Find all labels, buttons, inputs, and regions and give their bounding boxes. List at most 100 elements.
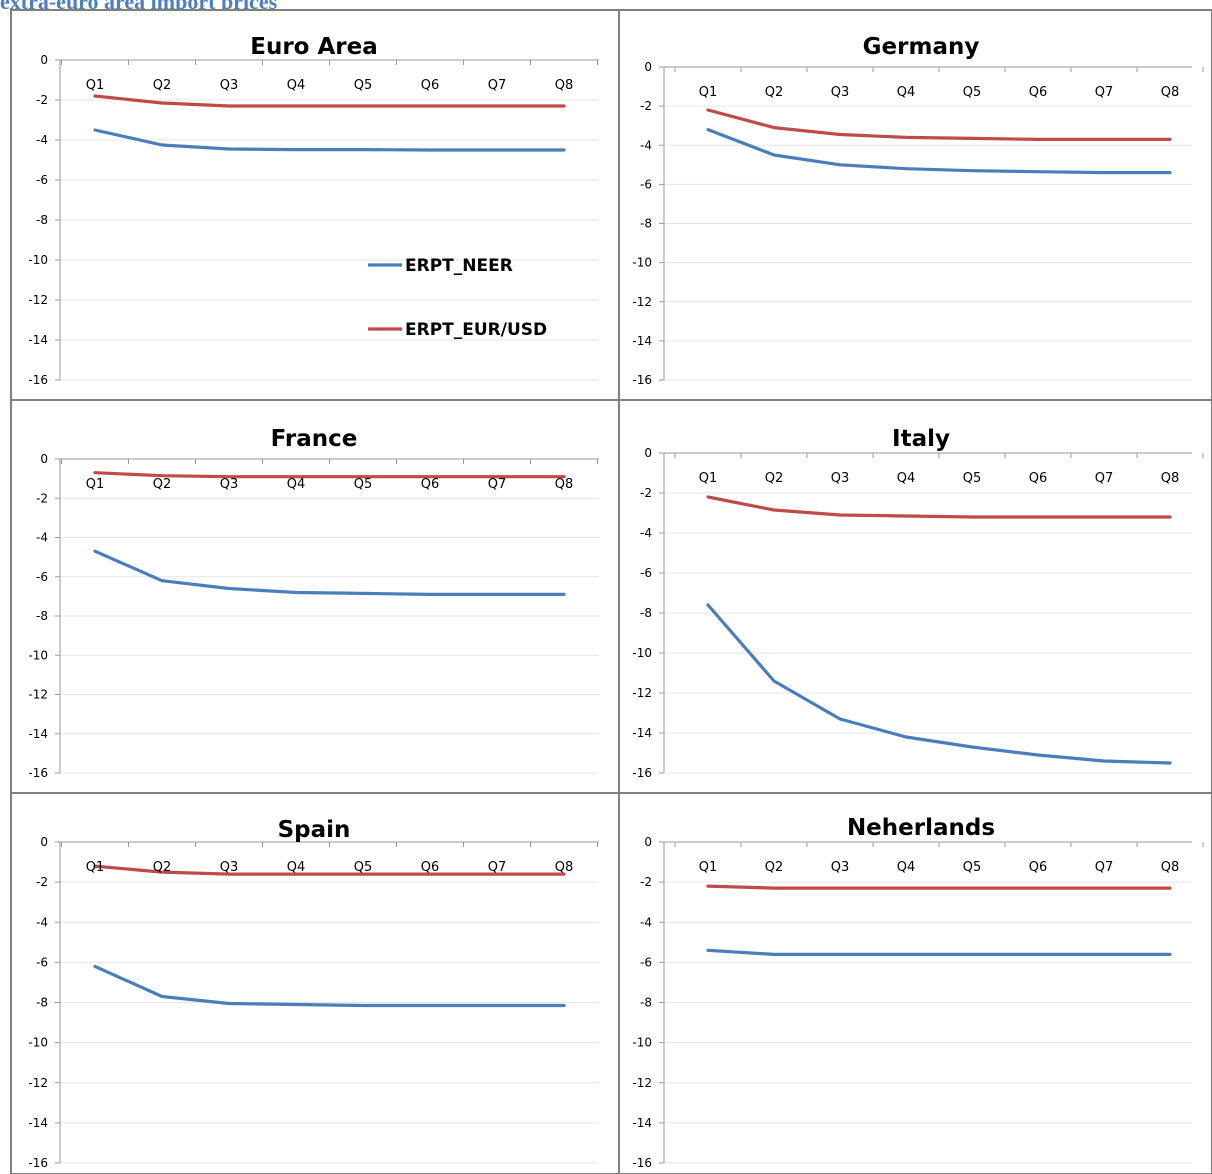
x-tick-label: Q3 bbox=[831, 471, 850, 486]
series-line-eurusd bbox=[93, 864, 566, 876]
chart-panel: 0 -2 -4 -6 -8 -10 -12 -14 -16 Q1 Q2 Q3 Q4 Q5 Q6 Q7 Q8 Spa… bbox=[10, 792, 620, 1174]
y-tick-label: -8 bbox=[640, 606, 652, 620]
chart-title: Neherlands bbox=[847, 815, 995, 841]
y-tick-label: -6 bbox=[36, 173, 48, 187]
y-tick-label: -8 bbox=[640, 217, 652, 231]
x-tick-label: Q4 bbox=[287, 477, 306, 492]
x-tick-label: Q7 bbox=[488, 860, 507, 875]
y-tick-label: -12 bbox=[632, 686, 652, 700]
x-tick-label: Q7 bbox=[1095, 860, 1114, 875]
series-line-eurusd bbox=[93, 94, 566, 108]
y-tick-label: -16 bbox=[28, 373, 48, 387]
x-tick-label: Q5 bbox=[354, 860, 373, 875]
x-tick-label: Q1 bbox=[699, 860, 718, 875]
y-tick-label: -12 bbox=[28, 293, 48, 307]
y-tick-label: -14 bbox=[632, 726, 652, 740]
y-tick-label: -14 bbox=[28, 727, 48, 741]
y-tick-label: -12 bbox=[28, 688, 48, 702]
chart-title: Spain bbox=[278, 817, 351, 843]
x-tick-label: Q4 bbox=[897, 860, 916, 875]
y-tick-label: -10 bbox=[632, 646, 652, 660]
y-tick-label: -8 bbox=[36, 996, 48, 1010]
y-tick-label: 0 bbox=[40, 835, 48, 849]
x-tick-label: Q6 bbox=[421, 477, 440, 492]
y-tick-label: -4 bbox=[640, 138, 652, 152]
y-tick-label: -14 bbox=[28, 1116, 48, 1130]
x-tick-label: Q6 bbox=[1029, 85, 1048, 100]
y-tick-label: -14 bbox=[632, 334, 652, 348]
x-tick-label: Q4 bbox=[897, 471, 916, 486]
x-tick-label: Q4 bbox=[287, 860, 306, 875]
y-tick-label: -10 bbox=[28, 1036, 48, 1050]
y-tick-label: -12 bbox=[632, 1076, 652, 1090]
chart-panel: 0 -2 -4 -6 -8 -10 -12 -14 -16 Q1 Q2 Q3 Q4 Q5 Q6 Q7 Q8 Fra… bbox=[10, 399, 620, 794]
series-line-neer bbox=[706, 128, 1172, 175]
x-tick-label: Q6 bbox=[1029, 471, 1048, 486]
y-tick-label: -16 bbox=[632, 1156, 652, 1170]
x-tick-label: Q3 bbox=[220, 78, 239, 93]
y-tick-label: -2 bbox=[36, 93, 48, 107]
x-tick-label: Q5 bbox=[354, 78, 373, 93]
x-tick-label: Q7 bbox=[488, 477, 507, 492]
panel-border bbox=[10, 9, 620, 401]
y-tick-label: -2 bbox=[640, 486, 652, 500]
series-line-neer bbox=[93, 128, 566, 152]
x-tick-label: Q8 bbox=[1161, 860, 1180, 875]
x-tick-label: Q8 bbox=[555, 477, 574, 492]
x-tick-label: Q7 bbox=[488, 78, 507, 93]
x-tick-label: Q2 bbox=[765, 471, 784, 486]
y-tick-label: -2 bbox=[36, 875, 48, 889]
y-tick-label: -8 bbox=[36, 609, 48, 623]
series-line-eurusd bbox=[93, 471, 566, 479]
y-tick-label: -12 bbox=[632, 295, 652, 309]
y-tick-label: -10 bbox=[28, 648, 48, 662]
panel-border bbox=[618, 399, 1212, 794]
x-tick-label: Q1 bbox=[699, 85, 718, 100]
y-tick-label: -10 bbox=[28, 253, 48, 267]
x-tick-label: Q5 bbox=[963, 85, 982, 100]
series-line-eurusd bbox=[706, 108, 1172, 141]
legend-label: ERPT_EUR/USD bbox=[405, 320, 547, 340]
panel-border bbox=[10, 792, 620, 1174]
y-tick-label: 0 bbox=[40, 53, 48, 67]
y-tick-label: -16 bbox=[28, 1156, 48, 1170]
x-tick-label: Q5 bbox=[354, 477, 373, 492]
chart-title: France bbox=[271, 426, 358, 452]
y-tick-label: -10 bbox=[632, 1036, 652, 1050]
y-tick-label: 0 bbox=[40, 452, 48, 466]
y-tick-label: -8 bbox=[36, 213, 48, 227]
x-tick-label: Q8 bbox=[555, 860, 574, 875]
y-tick-label: 0 bbox=[644, 446, 652, 460]
chart-title: Euro Area bbox=[250, 34, 378, 60]
series-line-neer bbox=[93, 964, 566, 1008]
x-tick-label: Q6 bbox=[421, 78, 440, 93]
x-tick-label: Q5 bbox=[963, 860, 982, 875]
y-tick-label: -6 bbox=[36, 570, 48, 584]
y-tick-label: -2 bbox=[640, 99, 652, 113]
x-tick-label: Q1 bbox=[699, 471, 718, 486]
series-line-eurusd bbox=[706, 884, 1172, 890]
series-line-neer bbox=[93, 549, 566, 597]
chart-panel: 0 -2 -4 -6 -8 -10 -12 -14 -16 Q1 Q2 Q3 Q4 Q5 Q6 Q7 Q8 Ita… bbox=[618, 399, 1212, 794]
x-tick-label: Q3 bbox=[220, 860, 239, 875]
y-tick-label: 0 bbox=[644, 835, 652, 849]
x-tick-label: Q1 bbox=[86, 860, 105, 875]
series-line-neer bbox=[706, 948, 1172, 957]
y-tick-label: -4 bbox=[36, 531, 48, 545]
chart-title: Italy bbox=[892, 426, 950, 452]
x-tick-label: Q8 bbox=[1161, 85, 1180, 100]
y-tick-label: -12 bbox=[28, 1076, 48, 1090]
x-tick-label: Q1 bbox=[86, 78, 105, 93]
chart-panel: 0 -2 -4 -6 -8 -10 -12 -14 -16 Q1 Q2 Q3 Q4 Q5 Q6 Q7 Q8 Neh… bbox=[618, 792, 1212, 1174]
x-tick-label: Q3 bbox=[220, 477, 239, 492]
x-tick-label: Q7 bbox=[1095, 471, 1114, 486]
y-tick-label: -6 bbox=[36, 955, 48, 969]
x-tick-label: Q2 bbox=[153, 860, 172, 875]
y-tick-label: -2 bbox=[640, 875, 652, 889]
x-tick-label: Q6 bbox=[1029, 860, 1048, 875]
x-tick-label: Q3 bbox=[831, 860, 850, 875]
y-tick-label: -14 bbox=[632, 1116, 652, 1130]
x-tick-label: Q2 bbox=[765, 860, 784, 875]
y-tick-label: -4 bbox=[36, 915, 48, 929]
